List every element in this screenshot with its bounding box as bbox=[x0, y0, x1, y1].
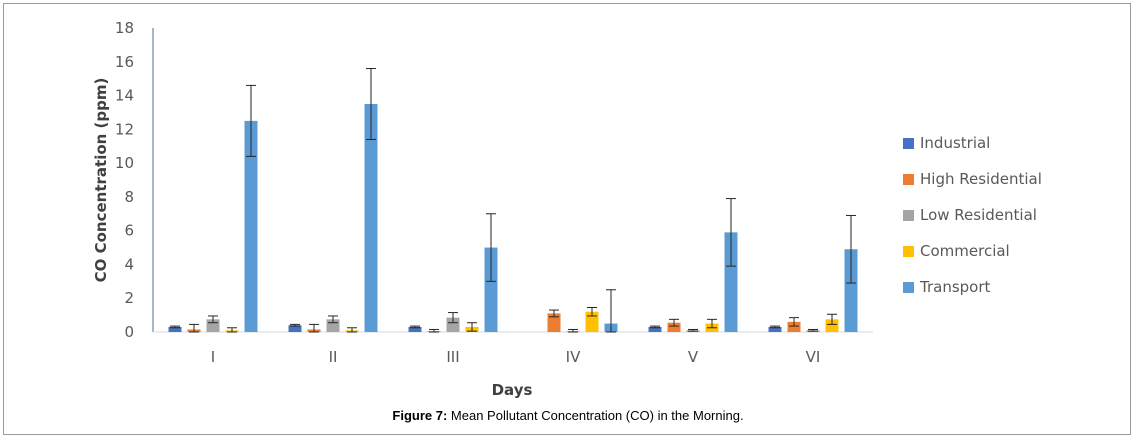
bar-industrial bbox=[288, 325, 302, 332]
error-bar bbox=[189, 323, 199, 333]
bar-industrial bbox=[768, 326, 782, 332]
error-bar bbox=[208, 315, 218, 324]
legend-swatch bbox=[903, 210, 914, 221]
bar-low-residential bbox=[446, 317, 460, 332]
legend-swatch bbox=[903, 246, 914, 257]
legend-swatch bbox=[903, 138, 914, 149]
legend-item: Low Residential bbox=[903, 206, 1037, 224]
error-bar bbox=[707, 318, 717, 329]
error-bar bbox=[448, 312, 458, 324]
y-tick-label: 10 bbox=[115, 154, 134, 172]
error-bar bbox=[808, 328, 818, 332]
y-tick-label: 18 bbox=[115, 19, 134, 37]
bar-industrial bbox=[648, 326, 662, 332]
y-tick-label: 16 bbox=[115, 53, 134, 71]
bar-transport bbox=[724, 232, 738, 332]
bar-transport bbox=[364, 104, 378, 332]
error-bar bbox=[587, 307, 597, 317]
figure-caption: Figure 7: Mean Pollutant Concentration (… bbox=[0, 408, 1136, 423]
y-tick-label: 0 bbox=[124, 323, 134, 341]
caption-label: Figure 7: bbox=[392, 408, 448, 423]
bar-commercial bbox=[585, 311, 599, 332]
legend-label: Low Residential bbox=[920, 206, 1037, 224]
error-bar bbox=[669, 318, 679, 327]
x-tick-label: III bbox=[446, 348, 459, 366]
legend-swatch bbox=[903, 282, 914, 293]
bar-high-residential bbox=[787, 321, 801, 332]
error-bar bbox=[309, 323, 319, 333]
caption-text: Mean Pollutant Concentration (CO) in the… bbox=[447, 408, 744, 423]
x-tick-label: V bbox=[688, 348, 699, 366]
legend-label: High Residential bbox=[920, 170, 1042, 188]
x-axis-title: Days bbox=[492, 381, 533, 399]
x-tick-label: II bbox=[329, 348, 338, 366]
error-bars bbox=[170, 68, 856, 333]
legend-item: Industrial bbox=[903, 134, 990, 152]
bar-high-residential bbox=[547, 313, 561, 332]
error-bar bbox=[429, 328, 439, 333]
y-tick-label: 8 bbox=[124, 188, 134, 206]
legend-item: High Residential bbox=[903, 170, 1042, 188]
legend-swatch bbox=[903, 174, 914, 185]
bar-industrial bbox=[168, 326, 182, 332]
error-bar bbox=[606, 289, 616, 333]
x-tick-labels: I II III IV V VI bbox=[211, 348, 821, 366]
error-bar bbox=[827, 313, 837, 325]
error-bar bbox=[549, 309, 559, 318]
error-bar bbox=[688, 328, 698, 332]
legend-item: Transport bbox=[903, 278, 991, 296]
error-bar bbox=[846, 214, 856, 284]
bar-transport bbox=[244, 120, 258, 332]
y-tick-label: 4 bbox=[124, 255, 134, 273]
error-bar bbox=[650, 325, 660, 329]
y-tick-label: 2 bbox=[124, 289, 134, 307]
y-tick-labels: 0 2 4 6 8 10 12 14 16 18 bbox=[115, 19, 134, 341]
error-bar bbox=[246, 84, 256, 157]
error-bar bbox=[568, 328, 578, 333]
legend-label: Transport bbox=[919, 278, 991, 296]
legend-label: Commercial bbox=[920, 242, 1010, 260]
error-bar bbox=[328, 315, 338, 324]
x-tick-label: I bbox=[211, 348, 215, 366]
error-bar bbox=[467, 322, 477, 332]
error-bar bbox=[726, 198, 736, 267]
error-bar bbox=[170, 325, 180, 329]
error-bar bbox=[227, 327, 237, 333]
bar-transport bbox=[484, 247, 498, 332]
error-bar bbox=[366, 68, 376, 140]
error-bar bbox=[347, 327, 357, 333]
bar-industrial bbox=[408, 326, 422, 332]
error-bar bbox=[486, 213, 496, 282]
legend-item: Commercial bbox=[903, 242, 1010, 260]
bar-commercial bbox=[825, 319, 839, 332]
bar-transport bbox=[844, 249, 858, 332]
bar-series bbox=[168, 104, 858, 332]
y-tick-label: 14 bbox=[115, 87, 134, 105]
bar-high-residential bbox=[667, 322, 681, 332]
error-bar bbox=[770, 325, 780, 329]
legend: Industrial High Residential Low Residentia… bbox=[903, 134, 1042, 296]
y-tick-label: 12 bbox=[115, 120, 134, 138]
error-bar bbox=[410, 325, 420, 329]
legend-label: Industrial bbox=[920, 134, 990, 152]
x-tick-label: IV bbox=[566, 348, 581, 366]
error-bar bbox=[290, 323, 300, 327]
x-tick-label: VI bbox=[806, 348, 821, 366]
chart-frame bbox=[3, 3, 1131, 435]
y-axis-title: CO Concentration (ppm) bbox=[92, 78, 110, 283]
y-tick-label: 6 bbox=[124, 222, 134, 240]
error-bar bbox=[789, 317, 799, 327]
